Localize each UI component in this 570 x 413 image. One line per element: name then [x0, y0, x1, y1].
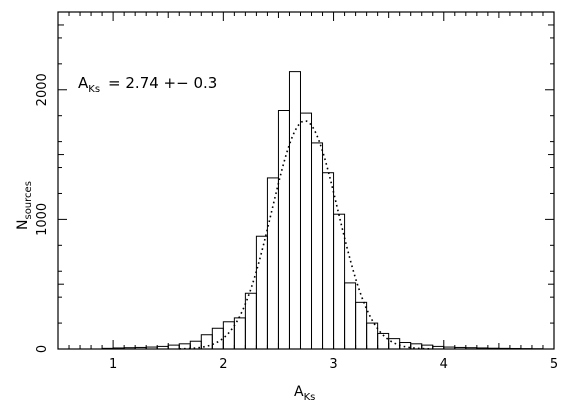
plot-frame: [57, 11, 555, 350]
histogram-bar: [266, 177, 279, 350]
x-tick-label: 3: [329, 357, 337, 372]
ticks-group: [58, 11, 555, 350]
histogram-bar: [311, 142, 324, 350]
gaussian-fit-curve: [179, 120, 433, 350]
histogram-bar: [388, 338, 401, 350]
x-tick-label: 5: [550, 357, 558, 372]
x-axis-subscript: Ks: [304, 392, 316, 403]
annotation-value: = 2.74 +− 0.3: [108, 74, 217, 92]
histogram-bar: [355, 301, 368, 350]
histogram-bar: [233, 317, 246, 350]
y-axis-symbol: N: [15, 220, 31, 230]
y-axis-label: Nsources: [15, 181, 34, 230]
annotation-label: AKs = 2.74 +− 0.3: [78, 74, 217, 95]
x-tick-label: 1: [109, 357, 117, 372]
x-tick-label: 4: [440, 357, 448, 372]
histogram-bar: [200, 334, 213, 350]
bars-group: [101, 71, 544, 350]
histogram-bar: [222, 321, 235, 350]
x-axis-label: AKs: [294, 384, 315, 403]
y-tick-label: 1000: [35, 203, 50, 236]
tick-labels-group: 1 2 3 4 5 0 1000 2000: [35, 73, 558, 372]
histogram-bar: [410, 343, 423, 350]
y-tick-label: 0: [35, 345, 50, 353]
x-axis-symbol: A: [294, 384, 304, 400]
histogram-bar: [299, 112, 313, 350]
annotation-symbol: A: [78, 74, 89, 92]
annotation-symbol-subscript: Ks: [88, 84, 100, 95]
x-tick-label: 2: [219, 357, 227, 372]
histogram-bar: [344, 282, 357, 350]
histogram-bar: [366, 322, 379, 350]
histogram-bar: [244, 292, 257, 350]
y-axis-subscript: sources: [23, 181, 34, 219]
histogram-bar: [322, 172, 335, 350]
histogram-bar: [288, 71, 301, 350]
y-tick-label: 2000: [35, 73, 50, 106]
histogram-bar: [277, 110, 290, 350]
